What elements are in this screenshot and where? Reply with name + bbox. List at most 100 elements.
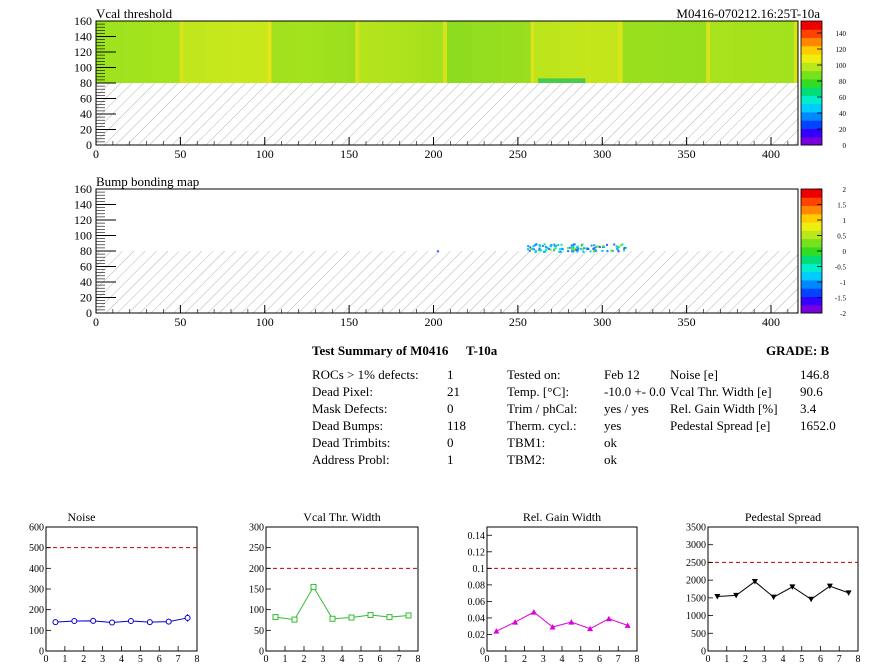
y-tick-label: 3500 [686, 523, 706, 534]
trend-plot-3: Rel. Gain Width 0 0.02 0.04 0.06 0.08 0.1 0.12 0… [468, 510, 640, 665]
roc-edge [443, 21, 447, 83]
dead-bump [548, 247, 551, 250]
x-tick-label: 4 [781, 654, 786, 665]
y-tick-label: 20 [80, 123, 92, 137]
dead-bump [572, 245, 575, 248]
data-point [109, 619, 116, 626]
palette-swatch [801, 222, 822, 231]
y-tick-label: 40 [80, 275, 92, 289]
x-tick-label: 6 [818, 654, 823, 665]
x-tick-label: 1 [62, 654, 67, 665]
x-tick-label: 0 [485, 654, 490, 665]
dead-bump [528, 249, 531, 252]
dead-bump [559, 248, 562, 251]
x-tick-label: 4 [560, 654, 565, 665]
palette-swatch [801, 288, 822, 297]
summary-label: Therm. cycl.: [507, 418, 577, 433]
x-tick-label: 50 [174, 315, 186, 329]
palette-label: 1 [843, 217, 847, 225]
trend-plot-2: Vcal Thr. Width 0 50 100 150 200 250 300 0 1 2 3 4 5 6… [249, 510, 421, 665]
roc-edge [355, 21, 360, 83]
roc-edge [618, 21, 623, 83]
dead-bump [611, 249, 614, 252]
dead-bump [534, 249, 537, 252]
y-tick-label: 160 [74, 182, 92, 196]
dead-bump [559, 250, 562, 253]
y-tick-label: 0 [86, 306, 92, 320]
plot-title: Pedestal Spread [745, 510, 821, 524]
palette-frame [800, 20, 823, 146]
summary-value: 0 [447, 435, 454, 450]
y-tick-label: 100 [249, 605, 264, 616]
data-point [165, 618, 172, 625]
y-tick-label: 0 [259, 647, 264, 658]
y-tick-label: 0 [86, 138, 92, 152]
summary-value: 118 [447, 418, 467, 433]
y-tick-label: 2000 [686, 576, 706, 587]
palette-swatch [801, 37, 822, 47]
y-tick-label: 20 [80, 291, 92, 305]
dead-bump [613, 243, 616, 246]
dead-bump [576, 250, 579, 253]
summary-value: 3.4 [800, 401, 817, 416]
dead-bump [575, 246, 578, 249]
x-tick-label: 0 [93, 315, 99, 329]
palette-label: 100 [836, 62, 847, 70]
palette-swatch [801, 62, 822, 72]
data-point [549, 624, 556, 630]
dead-bump [570, 250, 573, 253]
palette-label: 120 [836, 46, 847, 54]
palette-swatch [801, 78, 822, 88]
trend-plot-4: Pedestal Spread 0 500 1000 1500 2000 2500 3000 3… [686, 510, 861, 665]
dead-bump [538, 244, 541, 247]
palette-swatch [801, 95, 822, 105]
palette-label: -2 [840, 310, 846, 318]
y-tick-label: 120 [74, 45, 92, 59]
x-tick-label: 6 [378, 654, 383, 665]
x-tick-label: 6 [597, 654, 602, 665]
x-tick-label: 5 [578, 654, 583, 665]
data-point [512, 619, 519, 625]
dead-bump [617, 248, 620, 251]
dead-bump [621, 243, 624, 246]
summary-label: TBM1: [507, 435, 546, 450]
x-tick-label: 100 [256, 147, 274, 161]
x-tick-label: 1 [724, 654, 729, 665]
summary-label: TBM2: [507, 452, 546, 467]
x-tick-label: 0 [44, 654, 49, 665]
y-tick-label: 50 [254, 626, 264, 637]
x-tick-label: 5 [359, 654, 364, 665]
palette-swatch [801, 296, 822, 306]
dead-bump [549, 245, 552, 248]
x-tick-label: 1 [503, 654, 508, 665]
trend-plot-1: Noise 0 100 200 300 400 500 600 0 1 2 3 4 5 6 7 8 [29, 510, 200, 665]
dead-bump [586, 247, 589, 250]
data-point [291, 616, 298, 623]
masked-region [96, 83, 798, 145]
x-tick-label: 0 [264, 654, 269, 665]
x-tick-label: 150 [340, 147, 358, 161]
dead-bump [573, 243, 576, 246]
dead-bump [571, 249, 574, 252]
dead-bump [623, 247, 626, 250]
plot-frame [45, 526, 198, 652]
summary-label: Address Probl: [312, 452, 390, 467]
summary-value: 1 [447, 452, 454, 467]
dead-bump [555, 244, 558, 247]
palette-label: -1 [840, 279, 846, 287]
x-tick-label: 400 [762, 315, 780, 329]
plot-title: Rel. Gain Width [523, 510, 601, 524]
y-tick-label: 80 [80, 244, 92, 258]
y-tick-label: 0.04 [468, 613, 486, 624]
dead-bump [623, 249, 626, 252]
roc-edge [706, 21, 711, 83]
summary-value: 90.6 [800, 384, 823, 399]
palette-label: 2 [843, 186, 847, 194]
x-tick-label: 7 [397, 654, 402, 665]
dead-bump [532, 248, 535, 251]
dead-bump [540, 249, 543, 252]
summary-label: Mask Defects: [312, 401, 388, 416]
dead-bump [568, 246, 571, 249]
dead-bump [583, 247, 586, 250]
